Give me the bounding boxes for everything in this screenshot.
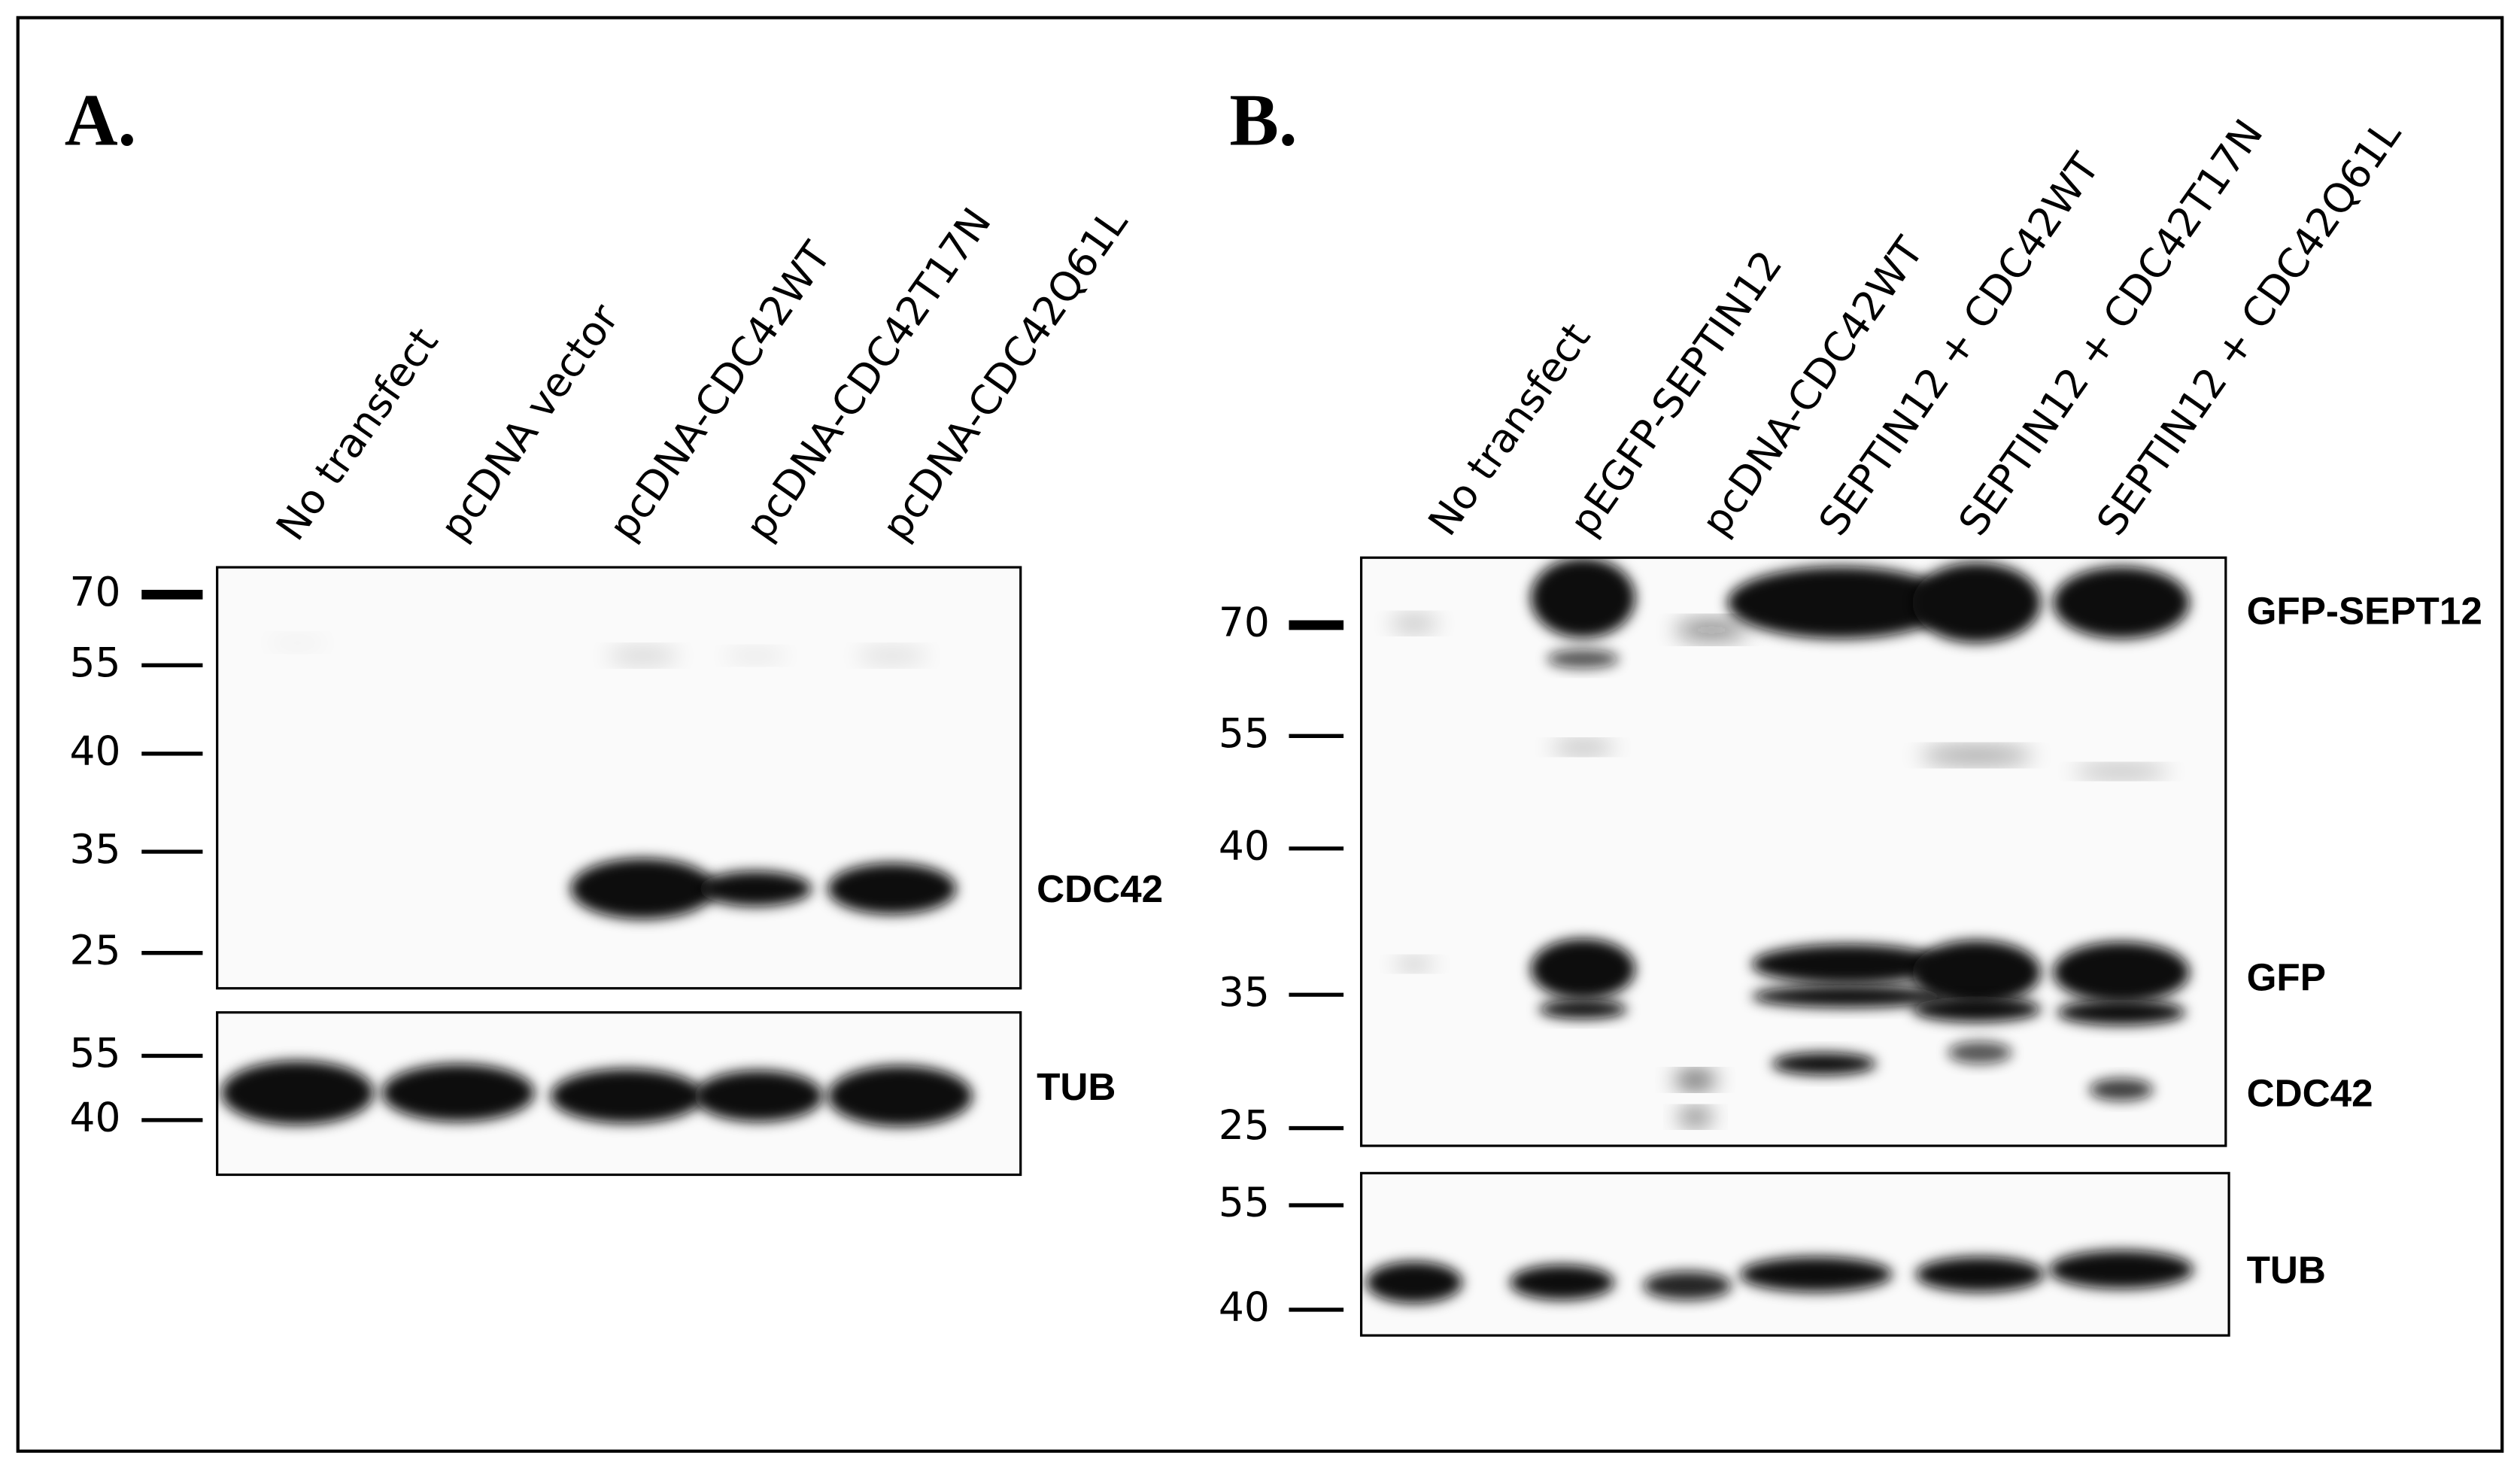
marker-label: 70: [70, 568, 121, 615]
band: [606, 648, 679, 663]
band: [570, 858, 715, 919]
band: [1394, 959, 1435, 970]
blot-border: [216, 566, 1022, 990]
band-label: GFP: [2247, 956, 2326, 999]
band: [2048, 1250, 2194, 1289]
band: [265, 636, 330, 648]
band: [1915, 1256, 2045, 1292]
band: [1948, 1041, 2012, 1065]
band: [1530, 938, 1635, 1000]
blot-border: [1359, 1171, 2230, 1337]
band: [1912, 940, 2042, 1005]
band-label: CDC42: [1037, 867, 1163, 910]
band: [827, 863, 957, 915]
band: [1912, 562, 2042, 643]
band: [2053, 941, 2190, 1003]
band: [221, 1060, 374, 1125]
marker-label: 55: [70, 639, 121, 686]
band: [1547, 648, 1620, 669]
band: [2053, 566, 2190, 639]
marker-label: 25: [1219, 1101, 1270, 1149]
band: [1538, 999, 1628, 1019]
blot: [1359, 1171, 2230, 1337]
blot-border: [1359, 556, 2227, 1147]
panel-label: B.: [1229, 79, 1297, 161]
band: [723, 650, 788, 662]
marker-label: 40: [1219, 822, 1270, 870]
band: [1390, 617, 1439, 630]
band: [1675, 1073, 1716, 1087]
marker-label: 40: [1219, 1283, 1270, 1331]
marker-label: 55: [70, 1029, 121, 1077]
blot: [1359, 556, 2227, 1147]
band: [1920, 749, 2033, 762]
band: [1530, 557, 1635, 639]
band: [1727, 566, 1953, 639]
band: [1679, 1110, 1712, 1124]
band: [827, 1065, 973, 1127]
band: [2089, 1078, 2154, 1101]
band: [381, 1064, 535, 1122]
bands: [1365, 1250, 2194, 1304]
band-label: CDC42: [2247, 1071, 2373, 1114]
band: [1550, 742, 1616, 752]
band: [2057, 999, 2186, 1025]
band-label: TUB: [1037, 1065, 1116, 1108]
bands: [1390, 557, 2190, 1124]
membrane: [217, 567, 1021, 989]
band: [855, 648, 928, 663]
panel-label: A.: [65, 79, 137, 161]
marker-label: 40: [70, 727, 121, 774]
bands: [221, 1060, 973, 1127]
band: [550, 1068, 703, 1124]
marker-label: 40: [70, 1094, 121, 1141]
band: [1751, 985, 1945, 1008]
blot-border: [216, 1011, 1022, 1177]
blot: [216, 1011, 1022, 1177]
band: [1510, 1265, 1615, 1301]
band: [699, 870, 812, 907]
marker-label: 55: [1219, 1179, 1270, 1226]
marker-label: 35: [70, 825, 121, 873]
marker-label: 35: [1219, 968, 1270, 1016]
marker-label: 25: [70, 926, 121, 973]
band: [1739, 1256, 1893, 1292]
bands: [265, 636, 957, 919]
band-label: GFP-SEPT12: [2247, 590, 2482, 633]
marker-label: 70: [1219, 599, 1270, 646]
band: [1751, 943, 1945, 985]
band: [1643, 1271, 1732, 1301]
band: [1675, 621, 1748, 639]
marker-label: 55: [1219, 709, 1270, 757]
band: [1912, 996, 2042, 1022]
band: [2072, 766, 2170, 776]
band-label: TUB: [2247, 1248, 2326, 1291]
band: [1772, 1052, 1877, 1076]
band: [1365, 1261, 1463, 1304]
band: [694, 1070, 823, 1122]
blot: [216, 566, 1022, 990]
membrane: [1361, 557, 2226, 1147]
